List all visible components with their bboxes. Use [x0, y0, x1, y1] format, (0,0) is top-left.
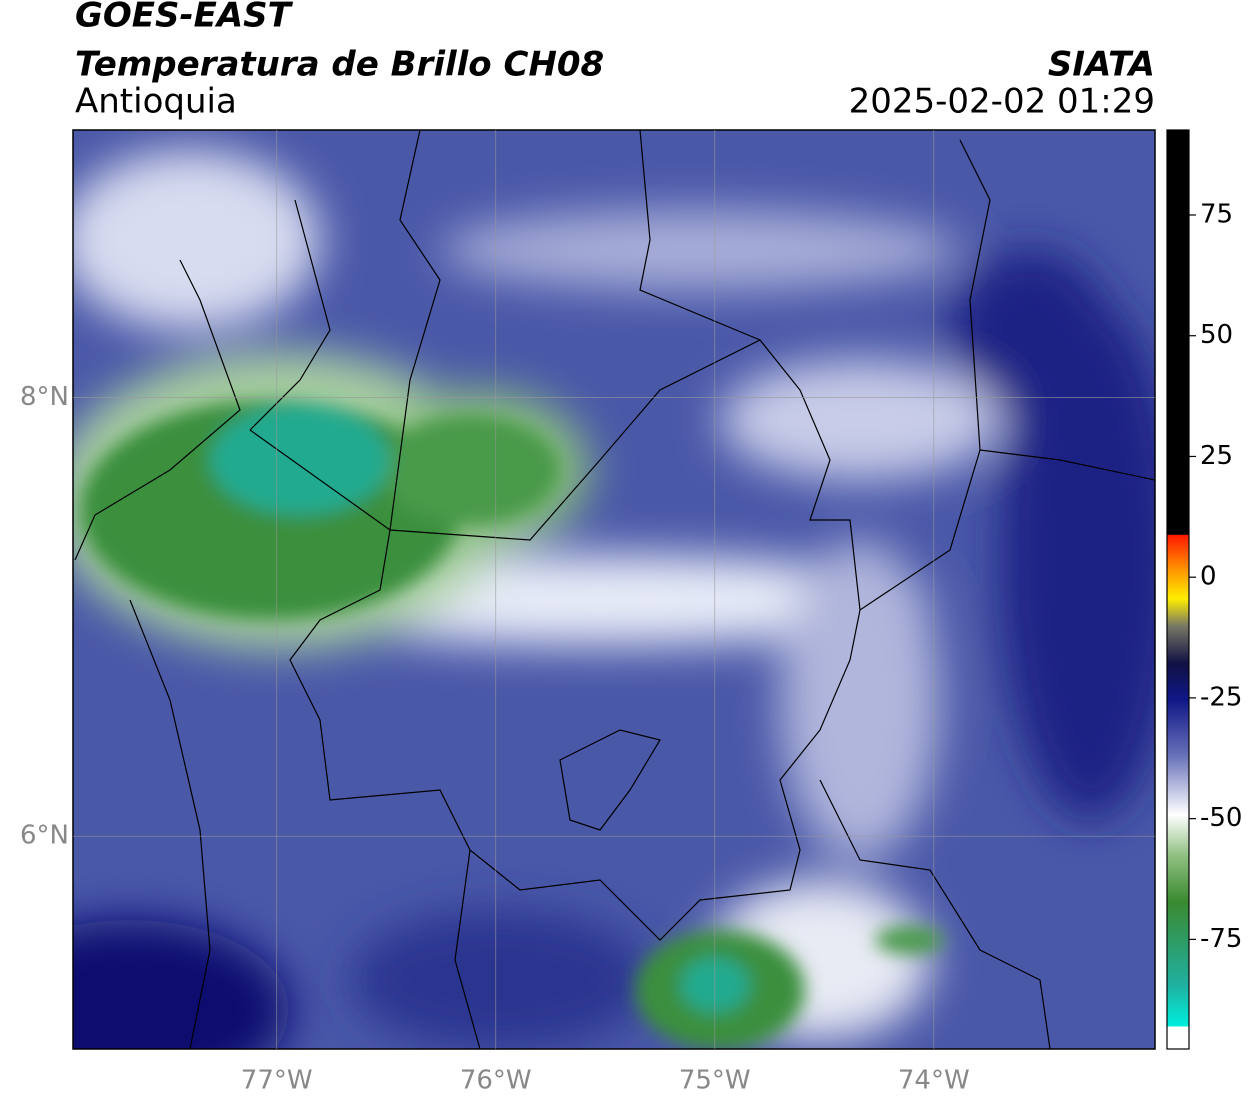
product: Temperatura de Brillo CH08 [75, 45, 604, 85]
map-frame [72, 129, 1156, 1050]
colorbar-tick-label: -25 [1200, 682, 1242, 712]
datetime: 2025-02-02 01:29 [849, 82, 1155, 122]
x-tick-label: 77°W [241, 1066, 313, 1096]
region: Antioquia [75, 82, 237, 122]
x-tick-label: 76°W [460, 1066, 532, 1096]
colorbar-tick-label: 75 [1200, 199, 1233, 229]
y-tick-label: 6°N [20, 821, 69, 851]
colorbar [1166, 129, 1190, 1050]
title: GOES-EAST [75, 0, 294, 36]
colorbar-tick-label: 25 [1200, 441, 1233, 471]
x-tick-label: 75°W [679, 1066, 751, 1096]
colorbar-tick-label: 0 [1200, 562, 1217, 592]
colorbar-tick-label: -50 [1200, 803, 1242, 833]
y-tick-label: 8°N [20, 382, 69, 412]
colorbar-tick-label: 50 [1200, 320, 1233, 350]
colorbar-tick-label: -75 [1200, 924, 1242, 954]
x-tick-label: 74°W [898, 1066, 970, 1096]
borders [74, 130, 1155, 1049]
source: SIATA [1048, 45, 1155, 85]
satellite-image [73, 130, 1155, 1049]
